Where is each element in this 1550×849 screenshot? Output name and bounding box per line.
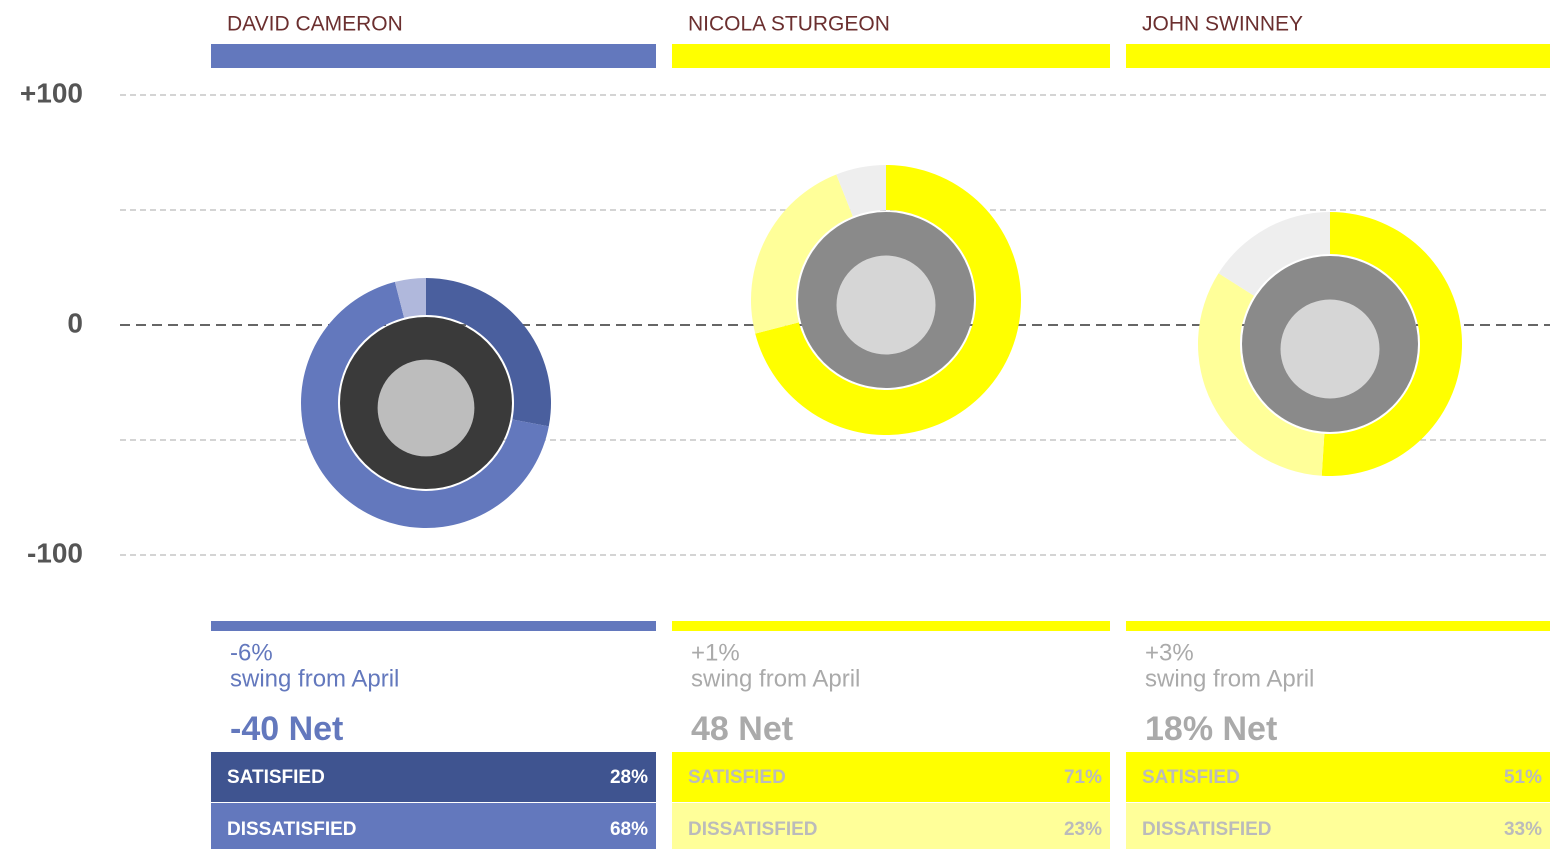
swing-value: +1% xyxy=(691,639,740,666)
footer-bar xyxy=(672,621,1110,631)
dissatisfied-row xyxy=(672,803,1110,849)
satisfied-value: 71% xyxy=(1064,767,1102,788)
satisfied-value: 28% xyxy=(610,767,648,788)
portrait-face xyxy=(1280,299,1380,399)
dissatisfied-row xyxy=(211,803,656,849)
footer-bar xyxy=(211,621,656,631)
donut-satisfied xyxy=(426,278,551,427)
person-name: NICOLA STURGEON xyxy=(688,13,890,36)
donut-dissatisfied xyxy=(301,281,549,528)
header-bar xyxy=(211,44,656,68)
satisfied-row xyxy=(672,752,1110,802)
net-value: 18% Net xyxy=(1145,710,1277,748)
satisfied-label: SATISFIED xyxy=(227,767,325,788)
person-name: JOHN SWINNEY xyxy=(1142,13,1303,36)
donut-dissatisfied xyxy=(751,174,853,334)
swing-label: swing from April xyxy=(230,665,399,692)
portrait-face xyxy=(836,255,936,355)
donut-rest xyxy=(836,165,886,217)
satisfied-row xyxy=(211,752,656,802)
satisfied-label: SATISFIED xyxy=(688,767,786,788)
donut-rest xyxy=(1218,212,1330,296)
axis-label: 0 xyxy=(67,307,83,338)
donut-rest xyxy=(394,278,426,318)
swing-value: +3% xyxy=(1145,639,1194,666)
axis-label: +100 xyxy=(20,77,83,108)
portrait-face xyxy=(377,359,475,457)
donut-satisfied xyxy=(755,165,1022,436)
swing-label: swing from April xyxy=(1145,665,1314,692)
net-value: 48 Net xyxy=(691,710,793,748)
axis-label: -100 xyxy=(27,537,83,568)
dissatisfied-label: DISSATISFIED xyxy=(227,819,357,840)
dissatisfied-label: DISSATISFIED xyxy=(1142,819,1272,840)
dissatisfied-value: 33% xyxy=(1504,819,1542,840)
dissatisfied-label: DISSATISFIED xyxy=(688,819,818,840)
satisfied-row xyxy=(1126,752,1550,802)
net-value: -40 Net xyxy=(230,710,343,748)
satisfied-label: SATISFIED xyxy=(1142,767,1240,788)
satisfied-value: 51% xyxy=(1504,767,1542,788)
person-name: DAVID CAMERON xyxy=(227,13,403,36)
dissatisfied-value: 23% xyxy=(1064,819,1102,840)
dissatisfied-value: 68% xyxy=(610,819,648,840)
swing-value: -6% xyxy=(230,639,273,666)
swing-label: swing from April xyxy=(691,665,860,692)
dissatisfied-row xyxy=(1126,803,1550,849)
donut-dissatisfied xyxy=(1198,273,1325,476)
header-bar xyxy=(672,44,1110,68)
footer-bar xyxy=(1126,621,1550,631)
donut-satisfied xyxy=(1321,212,1462,476)
header-bar xyxy=(1126,44,1550,68)
